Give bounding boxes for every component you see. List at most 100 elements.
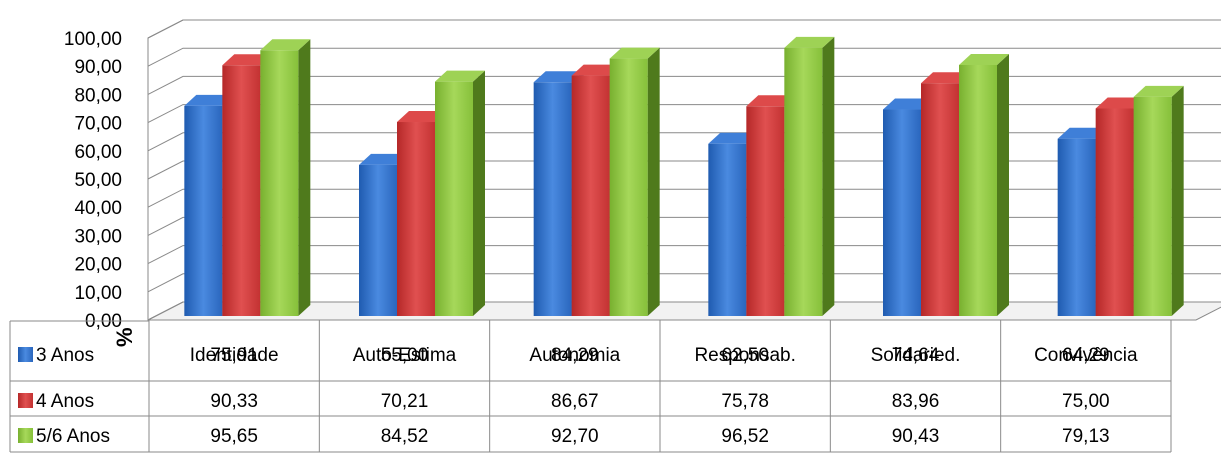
- category-label: Responsab.: [694, 345, 795, 366]
- gridline: [147, 75, 1221, 95]
- bar-side: [1171, 85, 1184, 317]
- bar-top: [746, 95, 797, 107]
- table-cell-value: 75,91: [210, 345, 258, 366]
- gridline: [147, 188, 1221, 208]
- table-cell-value: 92,70: [551, 426, 599, 447]
- bar-front: [883, 109, 921, 316]
- bar: [1133, 85, 1184, 317]
- bar: [959, 53, 1009, 317]
- y-tick-label: 20,00: [74, 255, 122, 276]
- bar-top: [184, 94, 235, 106]
- bar-front: [746, 106, 785, 316]
- gridline: [147, 104, 1221, 124]
- category-labels: Identidade Auto-Estima Autonomia Responsab.…: [190, 345, 1138, 366]
- bars: [184, 36, 1184, 317]
- bar-top: [708, 132, 759, 144]
- bar-top: [959, 53, 1009, 65]
- bar-front: [260, 50, 299, 316]
- y-tick-label: 70,00: [74, 114, 122, 135]
- bar-front: [571, 75, 610, 316]
- bar-side: [822, 36, 835, 316]
- bar-top: [921, 72, 971, 84]
- bar-front: [921, 83, 959, 316]
- category-label: Convivência: [1034, 345, 1138, 366]
- bar-side: [298, 39, 311, 316]
- gridline: [147, 132, 1221, 152]
- category-label: Auto-Estima: [353, 345, 457, 366]
- legend-label: 4 Anos: [36, 391, 94, 412]
- bar-front: [1095, 108, 1134, 316]
- legend-swatch: [18, 428, 33, 443]
- y-axis-ticks: 0,0010,0020,0030,0040,0050,0060,0070,008…: [64, 29, 122, 332]
- table-cell-value: 95,65: [210, 426, 258, 447]
- bar-top: [1133, 85, 1184, 97]
- table-cell-value: 84,29: [551, 345, 599, 366]
- y-tick-label: 50,00: [74, 170, 122, 191]
- bar-top: [397, 111, 447, 123]
- bar: [260, 39, 311, 316]
- legend-label: 3 Anos: [36, 345, 94, 366]
- bar: [784, 36, 835, 316]
- y-tick-label: 100,00: [64, 29, 122, 50]
- bar-front: [533, 82, 572, 316]
- legend-item: 5/6 Anos: [18, 426, 110, 447]
- y-tick-label: 10,00: [74, 283, 122, 304]
- y-tick-label: 30,00: [74, 226, 122, 247]
- bar-top: [359, 153, 409, 165]
- gridline: [147, 245, 1221, 265]
- gridline: [147, 216, 1221, 236]
- table-cell-value: 74,64: [892, 345, 940, 366]
- y-tick-label: 40,00: [74, 198, 122, 219]
- bar-front: [184, 105, 223, 316]
- table-cell-value: 84,52: [381, 426, 429, 447]
- bar-side: [647, 47, 660, 316]
- y-axis-title: %: [112, 327, 137, 347]
- bar-front: [359, 164, 397, 316]
- legend-swatch: [18, 393, 33, 408]
- data-table: 3 Anos 75,91 55,00 84,29 62,50 74,64 64,29 4 An…: [9, 319, 1172, 453]
- legend-item: 4 Anos: [18, 391, 94, 412]
- category-label: Autonomia: [529, 345, 620, 366]
- bar-front: [609, 58, 648, 316]
- bar-top: [533, 71, 584, 83]
- bar-top: [435, 70, 485, 82]
- gridlines: [147, 19, 1221, 321]
- bar-top: [609, 47, 660, 59]
- bar-side: [473, 70, 485, 317]
- bar-front: [1133, 96, 1172, 317]
- bar-top: [1095, 97, 1146, 109]
- table-cell-value: 75,78: [721, 391, 769, 412]
- table-cell-value: 86,67: [551, 391, 599, 412]
- gridline: [147, 19, 1221, 39]
- bar-front: [222, 65, 261, 316]
- bar-front: [708, 143, 747, 316]
- bar-top: [784, 36, 835, 48]
- bar-top: [260, 39, 311, 51]
- gridline: [147, 47, 1221, 67]
- bar-top: [1057, 127, 1108, 139]
- bar-top: [883, 98, 933, 110]
- category-label: Solidaried.: [871, 345, 961, 366]
- table-cell-value: 62,50: [721, 345, 769, 366]
- table-cell-value: 64,29: [1062, 345, 1110, 366]
- gridline: [147, 273, 1221, 293]
- table-cell-value: 90,43: [892, 426, 940, 447]
- y-tick-label: 90,00: [74, 57, 122, 78]
- bar-side: [997, 53, 1009, 317]
- bar-front: [397, 122, 435, 316]
- y-tick-label: 60,00: [74, 142, 122, 163]
- bar-top: [571, 64, 622, 76]
- category-label: Identidade: [190, 345, 279, 366]
- gridline: [147, 301, 1221, 321]
- y-tick-label: 80,00: [74, 85, 122, 106]
- bar-top: [222, 54, 273, 66]
- bar: [609, 47, 660, 316]
- bar-front: [959, 64, 997, 316]
- legend-label: 5/6 Anos: [36, 426, 110, 447]
- table-cell-value: 75,00: [1062, 391, 1110, 412]
- bar-front: [1057, 138, 1096, 316]
- legend-item: 3 Anos: [18, 345, 94, 366]
- bar-front: [435, 81, 473, 317]
- table-cell-value: 96,52: [721, 426, 769, 447]
- legend-swatch: [18, 347, 33, 362]
